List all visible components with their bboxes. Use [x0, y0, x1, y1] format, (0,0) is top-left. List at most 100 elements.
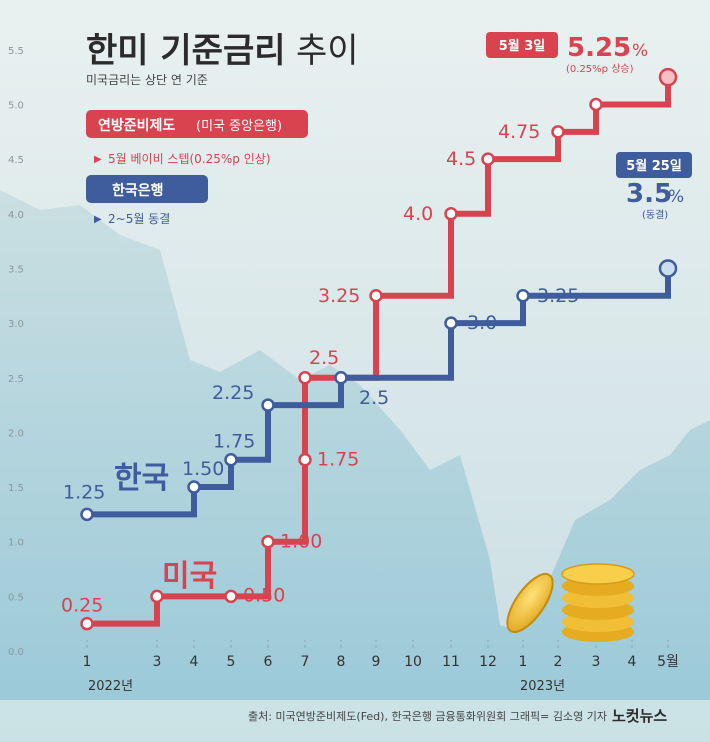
series-point	[261, 398, 275, 412]
us-rate-note: (0.25%p 상승)	[566, 63, 634, 75]
year-label-2023: 2023년	[520, 679, 565, 694]
series-point	[369, 289, 383, 303]
series-point	[261, 534, 275, 549]
x-tick-label: 3	[153, 654, 162, 670]
series-point	[516, 289, 530, 303]
series-point	[658, 259, 678, 278]
data-label: 3.25	[537, 285, 579, 307]
legend-fed-note: 5월 베이비 스텝(0.25%p 인상)	[108, 152, 271, 166]
data-label: 0.25	[61, 595, 103, 617]
footer-band	[0, 700, 710, 742]
series-point	[80, 616, 94, 631]
y-tick-label: 4.5	[8, 155, 24, 166]
data-label: 0.50	[243, 584, 285, 606]
kr-date-label: 5월 25일	[626, 158, 682, 174]
year-label-2022: 2022년	[88, 679, 133, 694]
data-label: 4.75	[498, 121, 540, 143]
kr-rate-value: 3.5	[626, 179, 672, 209]
kr-date-badge	[616, 152, 692, 178]
y-tick-label: 4.0	[8, 210, 24, 221]
y-tick-label: 1.5	[8, 483, 24, 494]
series-line-korea	[87, 268, 671, 518]
us-rate-unit: %	[632, 41, 648, 61]
series-point	[481, 152, 495, 166]
data-label: 2.5	[309, 347, 339, 369]
x-tick-label: 4	[190, 654, 199, 670]
data-label: 1.25	[63, 481, 105, 503]
y-tick-label: 2.0	[8, 428, 24, 439]
series-point	[150, 589, 164, 604]
y-tick-label: 5.5	[8, 46, 24, 57]
callout-korea: 5월 25일 3.5 % (동결)	[616, 152, 692, 221]
background-mountain	[0, 190, 710, 742]
series-layer: 0.25 0.50 1.00 1.75 2.5 3.25 4.0 4.5 4.75 1.25 1.5…	[61, 67, 678, 631]
title-block: 한미 기준금리 추이 미국금리는 상단 연 기준	[86, 31, 359, 87]
us-rate-value: 5.25	[567, 33, 631, 63]
x-tick-label: 6	[264, 654, 273, 670]
x-tick-label: 12	[479, 654, 497, 670]
x-axis: 1 3 4 5 6 7 8 9 10 11 12 1 2 3 4 5월	[83, 654, 679, 670]
y-tick-label: 5.0	[8, 101, 24, 112]
source-credit: 출처: 미국연방준비제도(Fed), 한국은행 금융통화위원회 그래픽= 김소영…	[248, 710, 607, 723]
chart-title: 한미 기준금리	[86, 31, 286, 71]
series-point	[187, 480, 201, 494]
series-point	[658, 67, 678, 87]
x-tick-label: 9	[372, 654, 381, 670]
legend-fed-suffix: (미국 중앙은행)	[196, 118, 282, 134]
legend-fed-badge	[86, 110, 308, 138]
data-label: 3.25	[318, 285, 360, 307]
legend-fed-arrow: ▶	[94, 154, 102, 165]
data-label: 3.0	[467, 312, 497, 334]
series-point	[224, 589, 238, 604]
data-label: 4.5	[446, 148, 476, 170]
legend-bok-badge	[86, 175, 208, 203]
legend-bok-arrow: ▶	[94, 214, 102, 225]
data-label: 4.0	[403, 203, 433, 225]
series-point	[80, 507, 94, 522]
kr-rate-note: (동결)	[642, 209, 668, 221]
chart-title-suffix: 추이	[296, 31, 359, 71]
y-tick-label: 0.5	[8, 592, 24, 603]
x-tick-label: 5월	[657, 654, 679, 670]
series-point	[298, 371, 312, 385]
gold-coins-illustration	[506, 563, 635, 642]
y-tick-label: 2.5	[8, 374, 24, 385]
x-tick-label: 1	[519, 654, 528, 670]
data-label: 1.75	[317, 449, 359, 471]
data-label: 1.75	[213, 431, 255, 453]
series-point	[589, 97, 603, 112]
chart-subtitle: 미국금리는 상단 연 기준	[86, 73, 208, 87]
data-label: 2.25	[212, 382, 254, 404]
coin-stack-top	[561, 563, 635, 585]
x-tick-label: 8	[337, 654, 346, 670]
legend-bok-note: 2~5월 동결	[108, 212, 170, 226]
x-tick-label: 10	[404, 654, 422, 670]
series-point	[551, 125, 565, 139]
x-tick-label: 7	[301, 654, 310, 670]
series-tag-korea: 한국	[114, 461, 169, 496]
series-point	[334, 371, 348, 385]
gridlines	[86, 640, 669, 648]
us-date-label: 5월 3일	[499, 38, 546, 54]
coin-standing	[506, 573, 554, 633]
y-axis: 0.0 0.5 1.0 1.5 2.0 2.5 3.0 3.5 4.0 4.5 5.0 5.5	[8, 46, 24, 658]
y-tick-label: 3.0	[8, 319, 24, 330]
legend-bok-label: 한국은행	[112, 183, 164, 199]
series-tag-usa: 미국	[162, 559, 217, 594]
y-tick-label: 3.5	[8, 264, 24, 275]
legend: 연방준비제도 (미국 중앙은행) ▶ 5월 베이비 스텝(0.25%p 인상) …	[86, 110, 308, 226]
series-point	[224, 452, 238, 467]
x-tick-label: 11	[442, 654, 460, 670]
data-label: 1.00	[280, 531, 322, 553]
data-label: 1.50	[182, 458, 224, 480]
series-point	[444, 316, 458, 330]
y-tick-label: 0.0	[8, 647, 24, 658]
x-tick-label: 1	[83, 654, 92, 670]
y-tick-label: 1.0	[8, 538, 24, 549]
series-point	[298, 452, 312, 467]
us-date-badge	[486, 32, 558, 58]
x-tick-label: 5	[227, 654, 236, 670]
x-tick-label: 4	[628, 654, 637, 670]
